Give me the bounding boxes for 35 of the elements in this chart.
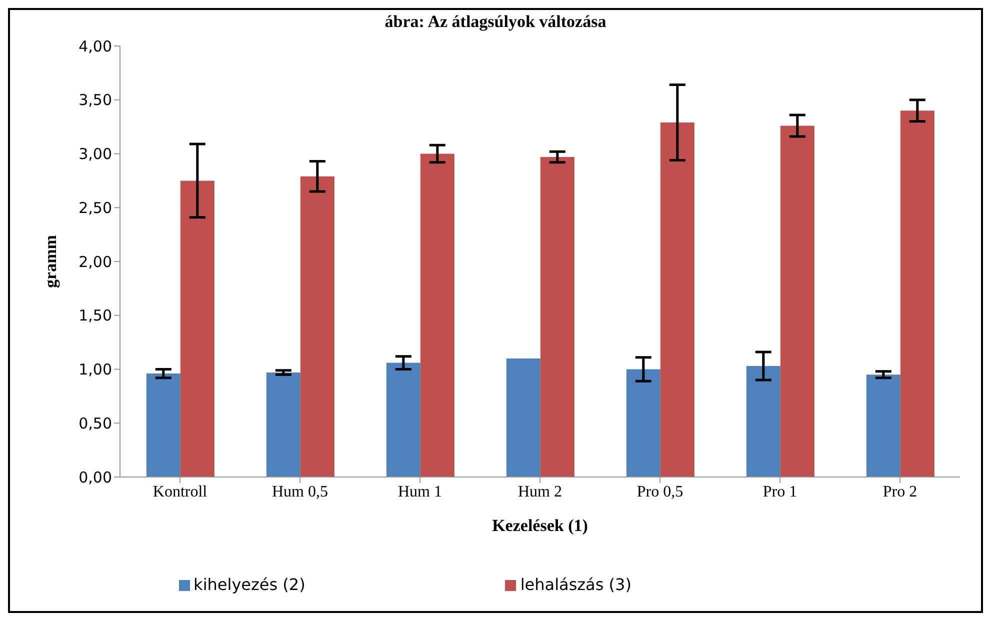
y-tick-label: 0,50	[78, 414, 112, 432]
bar	[420, 154, 454, 477]
y-tick-label: 1,50	[78, 306, 112, 325]
bar	[506, 358, 540, 477]
y-tick-label: 3,00	[78, 145, 112, 164]
bar	[866, 374, 900, 477]
y-tick-label: 0,00	[78, 468, 112, 486]
bar	[780, 126, 814, 477]
y-tick-label: 3,50	[78, 91, 112, 110]
x-tick-label: Pro 0,5	[636, 483, 684, 500]
y-axis-title: gramm	[41, 235, 60, 288]
x-tick-label: Pro 1	[762, 483, 798, 500]
x-tick-label: Hum 0,5	[272, 483, 328, 500]
bar	[540, 156, 574, 477]
y-tick-label: 2,00	[78, 252, 112, 271]
bar	[660, 122, 694, 477]
y-tick-label: 4,00	[78, 37, 112, 56]
legend-label: lehalászás (3)	[520, 575, 632, 594]
x-tick-label: Pro 2	[882, 483, 918, 500]
bar	[146, 374, 180, 477]
bar	[386, 362, 420, 477]
bar	[180, 180, 214, 477]
y-tick-label: 1,00	[78, 360, 112, 379]
bar	[300, 176, 334, 477]
bar	[746, 366, 780, 477]
bar	[266, 372, 300, 477]
y-tick-label: 2,50	[78, 198, 112, 217]
x-tick-label: Kontroll	[152, 483, 208, 500]
x-tick-label: Hum 2	[518, 483, 562, 500]
legend-label: kihelyezés (2)	[194, 575, 306, 594]
x-axis-title: Kezelések (1)	[492, 516, 588, 535]
bar	[900, 110, 934, 477]
x-tick-label: Hum 1	[398, 483, 442, 500]
chart-title: ábra: Az átlagsúlyok változása	[384, 12, 608, 33]
bar	[626, 369, 660, 477]
